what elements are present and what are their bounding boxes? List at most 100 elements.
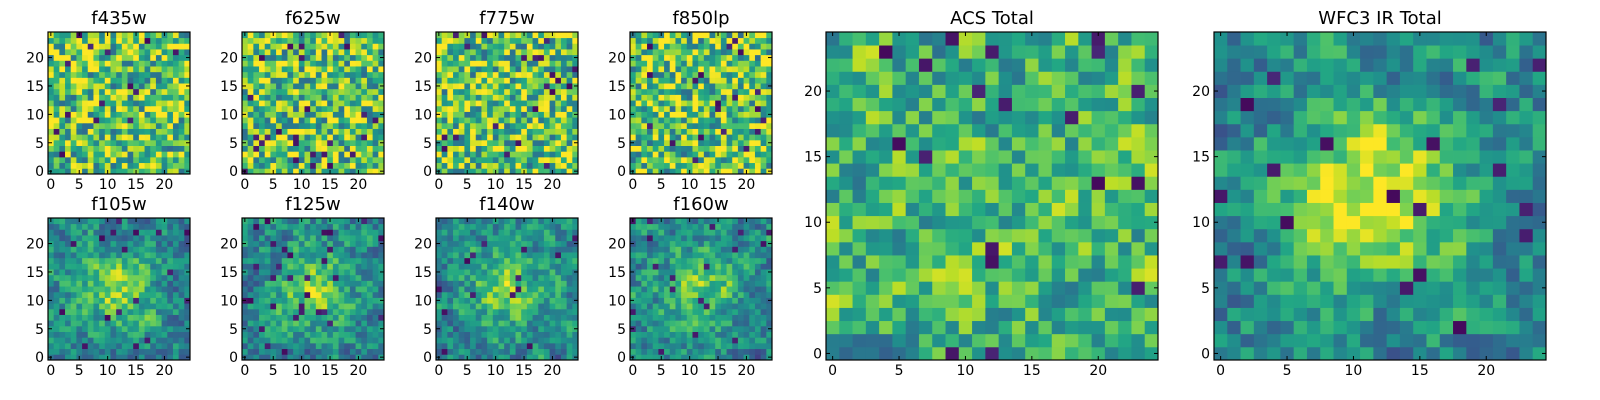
heatmap-cell — [366, 229, 374, 236]
heatmap-cell — [99, 49, 106, 56]
heatmap-cell — [172, 291, 180, 298]
heatmap-cell — [652, 314, 659, 321]
y-tick-label: 10 — [414, 107, 432, 123]
heatmap-cell — [732, 37, 739, 44]
heatmap-cell — [686, 37, 693, 44]
heatmap-cell — [287, 229, 294, 236]
heatmap-cell — [560, 43, 568, 50]
heatmap-cell — [555, 246, 562, 253]
heatmap-cell — [726, 134, 733, 141]
heatmap-cell — [504, 66, 511, 73]
heatmap-cell — [59, 274, 66, 281]
heatmap-cell — [281, 286, 288, 293]
heatmap-cell — [76, 145, 83, 152]
heatmap-cell — [538, 43, 545, 50]
heatmap-cell — [532, 71, 539, 78]
heatmap-cell — [515, 122, 522, 129]
heatmap-cell — [110, 145, 117, 152]
heatmap-cell — [332, 269, 339, 276]
heatmap-cell — [675, 77, 682, 84]
heatmap-cell — [127, 342, 134, 350]
heatmap-cell — [116, 342, 123, 350]
heatmap-cell — [76, 105, 83, 112]
heatmap-cell — [59, 60, 66, 67]
heatmap-cell — [447, 314, 454, 321]
heatmap-cell — [127, 54, 134, 61]
heatmap-cell — [161, 286, 168, 293]
heatmap-cell — [304, 77, 311, 84]
heatmap-cell — [99, 348, 106, 355]
heatmap-cell — [630, 100, 637, 107]
heatmap-cell — [87, 303, 94, 310]
heatmap-cell — [470, 37, 477, 44]
heatmap-cell — [475, 308, 482, 315]
heatmap-cell — [361, 145, 368, 152]
heatmap-cell — [526, 83, 533, 90]
heatmap-cell — [304, 280, 311, 287]
heatmap-cell — [178, 348, 185, 355]
heatmap-cell — [59, 303, 66, 310]
heatmap-cell — [161, 111, 168, 118]
heatmap-cell — [247, 145, 254, 152]
heatmap-cell — [686, 60, 693, 67]
heatmap-cell — [150, 151, 157, 158]
heatmap-cell — [287, 134, 294, 141]
heatmap-cell — [59, 49, 66, 56]
heatmap-cell — [754, 117, 762, 124]
heatmap-cell — [726, 77, 733, 84]
heatmap-cell — [521, 269, 528, 276]
heatmap-cell — [184, 145, 191, 152]
heatmap-cell — [630, 94, 637, 101]
heatmap-cell — [138, 43, 145, 50]
heatmap-cell — [184, 128, 191, 135]
heatmap-cell — [281, 94, 288, 101]
heatmap-cell — [178, 43, 185, 50]
heatmap-cell — [737, 66, 744, 73]
heatmap-cell — [281, 274, 288, 281]
heatmap-cell — [82, 105, 89, 112]
heatmap-cell — [259, 77, 266, 84]
heatmap-cell — [304, 325, 311, 332]
heatmap-cell — [110, 320, 117, 327]
heatmap-cell — [161, 145, 168, 152]
heatmap-cell — [378, 156, 385, 164]
heatmap-cell — [167, 223, 174, 230]
heatmap-cell — [732, 139, 739, 146]
heatmap-cell — [538, 308, 545, 315]
heatmap-cell — [703, 54, 710, 61]
heatmap-cell — [270, 314, 277, 321]
heatmap-cell — [504, 134, 511, 141]
heatmap-cell — [116, 134, 123, 141]
heatmap-cell — [498, 348, 505, 355]
heatmap-cell — [521, 252, 528, 259]
heatmap-cell — [720, 122, 727, 129]
heatmap-cell — [441, 156, 448, 164]
heatmap-cell — [566, 156, 573, 164]
heatmap-cell — [264, 156, 271, 164]
heatmap-cell — [116, 269, 123, 276]
heatmap-cell — [116, 337, 123, 344]
heatmap-cell — [630, 303, 637, 310]
heatmap-cell — [344, 100, 351, 107]
heatmap-cell — [298, 331, 305, 338]
heatmap-cell — [293, 320, 300, 327]
heatmap-cell — [475, 223, 482, 230]
heatmap-cell — [641, 303, 648, 310]
heatmap-cell — [732, 145, 739, 152]
heatmap-cell — [338, 325, 345, 332]
heatmap-cell — [560, 83, 568, 90]
heatmap-cell — [492, 223, 499, 230]
heatmap-cell — [70, 162, 77, 169]
heatmap-cell — [127, 60, 134, 67]
heatmap-cell — [293, 354, 300, 361]
heatmap-cell — [327, 94, 334, 101]
heatmap-cell — [355, 77, 362, 84]
heatmap-cell — [555, 337, 562, 344]
heatmap-cell — [754, 297, 762, 304]
heatmap-cell — [664, 325, 671, 332]
heatmap-cell — [709, 134, 716, 141]
heatmap-cell — [355, 235, 362, 242]
heatmap-cell — [766, 43, 773, 50]
heatmap-cell — [532, 122, 539, 129]
heatmap-cell — [116, 308, 123, 315]
